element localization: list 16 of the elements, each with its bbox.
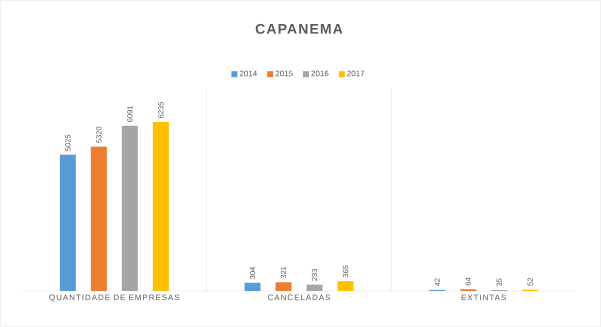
bar [276,282,292,291]
bar [306,284,323,291]
chart-title: CAPANEMA [256,24,342,34]
bar [152,122,169,291]
bar [338,281,354,291]
legend-label: 2017 [347,70,364,76]
legend-label: 2014 [240,70,257,76]
bar [244,282,261,291]
x-tick-label: QUANTIDADE DE EMPRESAS [49,294,180,302]
legend-label: 2015 [276,70,293,76]
legend-label: 2016 [311,70,328,76]
bar [122,126,138,291]
bar [90,146,107,291]
x-tick-label: CANCELADAS [268,294,330,300]
bar [60,154,76,291]
x-tick-label: EXTINTAS [462,294,506,300]
